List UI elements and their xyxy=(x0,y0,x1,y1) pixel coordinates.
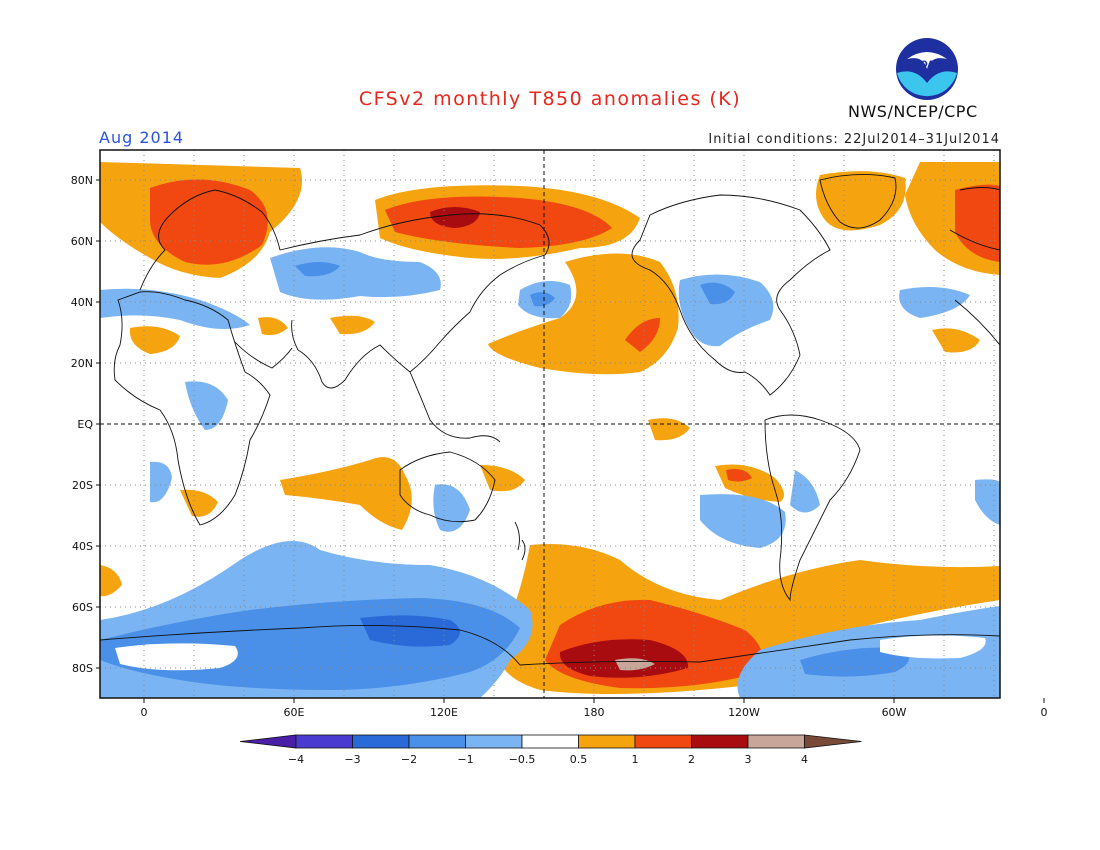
latitude-labels: 80N 60N 40N 20N EQ 20S 40S 60S 80S xyxy=(71,174,100,675)
warm-region-arabia xyxy=(258,317,288,336)
lat-label: 40S xyxy=(72,540,93,553)
cold-region-central-asia-core xyxy=(295,262,340,277)
warm-region-southern-africa xyxy=(180,489,218,517)
colorbar-bin xyxy=(295,734,353,749)
longitude-labels: 0 60E 120E 180 120W 60W 0 xyxy=(141,698,1048,719)
lon-label: 0 xyxy=(141,706,148,719)
warm-region-north-africa xyxy=(129,326,180,354)
lat-label: 60S xyxy=(72,601,93,614)
colorbar-label: −3 xyxy=(344,753,360,766)
warm-region-south-america-core xyxy=(726,469,752,482)
lon-label: 120E xyxy=(430,706,458,719)
lat-label: 20N xyxy=(71,357,93,370)
cold-region-southern-ocean-small xyxy=(115,643,238,671)
warm-region-europe-core xyxy=(150,179,268,265)
colorbar-label: 0.5 xyxy=(570,753,588,766)
colorbar-bin xyxy=(239,734,297,749)
warm-region-siberia-max xyxy=(430,207,480,228)
colorbar-bin xyxy=(747,734,805,749)
cold-region-central-asia xyxy=(270,247,441,300)
colorbar-label: −4 xyxy=(288,753,304,766)
colorbar-label: −1 xyxy=(457,753,473,766)
colorbar-bin xyxy=(521,734,579,749)
lon-label: 180 xyxy=(584,706,605,719)
map-gridlines xyxy=(100,150,1000,698)
lat-label: EQ xyxy=(77,418,93,431)
lat-label: 40N xyxy=(71,296,93,309)
noaa-logo: NOAA xyxy=(896,38,958,100)
colorbar-label: 3 xyxy=(745,753,752,766)
cold-region-southern-ocean-strong xyxy=(360,615,460,647)
cold-region-south-america-west xyxy=(700,494,786,548)
chart-title: CFSv2 monthly T850 anomalies (K) xyxy=(358,88,742,110)
lat-label: 20S xyxy=(72,479,93,492)
cold-region-north-america xyxy=(678,274,774,347)
lat-label: 80N xyxy=(71,174,93,187)
cold-region-africa xyxy=(185,381,228,430)
colorbar-bin xyxy=(465,734,523,749)
colorbar-bin xyxy=(352,734,410,749)
colorbar-label: 2 xyxy=(688,753,695,766)
warm-region-west-atlantic xyxy=(100,565,122,597)
cold-region-mongolia xyxy=(335,254,380,269)
warm-region-southern-pacific-strong xyxy=(559,639,689,678)
colorbar-label: 1 xyxy=(632,753,639,766)
noaa-logo-text: NOAA xyxy=(913,60,942,70)
coastlines xyxy=(100,173,1000,666)
cold-region-north-atlantic xyxy=(899,286,970,318)
lon-label: 60W xyxy=(882,706,907,719)
forecast-month: Aug 2014 xyxy=(99,128,185,147)
colorbar-bin xyxy=(578,734,636,749)
colorbar-label: −0.5 xyxy=(509,753,536,766)
initial-conditions: Initial conditions: 22Jul2014–31Jul2014 xyxy=(708,132,1000,147)
cold-region-west-antarctic-small xyxy=(880,635,986,659)
lon-label: 120W xyxy=(728,706,760,719)
colorbar-bin xyxy=(804,734,862,749)
cold-region-north-pacific-core xyxy=(530,292,555,307)
colorbar-label: 4 xyxy=(801,753,808,766)
cold-region-south-indian xyxy=(150,461,172,503)
cold-region-south-atlantic xyxy=(975,479,1000,525)
colorbar-labels: −4 −3 −2 −1 −0.5 0.5 1 2 3 4 xyxy=(288,753,808,766)
cold-region-south-atlantic-ocean-core xyxy=(800,647,909,677)
lat-label: 60N xyxy=(71,235,93,248)
warm-region-india xyxy=(330,315,375,335)
cold-region-australia-south xyxy=(433,484,470,532)
agency-label: NWS/NCEP/CPC xyxy=(848,102,978,121)
warm-region-north-pacific xyxy=(488,253,679,375)
warm-region-indian-ocean xyxy=(280,457,412,530)
cold-region-south-america-east xyxy=(790,470,820,513)
cold-region-north-america-core xyxy=(700,282,735,305)
lon-label: 0 xyxy=(1041,706,1048,719)
warm-region-europe-east-core xyxy=(955,184,1000,262)
lon-label: 60E xyxy=(284,706,305,719)
anomaly-field xyxy=(100,162,1000,698)
warm-region-greenland xyxy=(816,171,906,231)
colorbar xyxy=(239,734,862,749)
warm-region-south-pacific xyxy=(480,465,525,492)
cold-region-europe-south xyxy=(100,288,250,329)
colorbar-bin xyxy=(408,734,466,749)
lat-label: 80S xyxy=(72,662,93,675)
colorbar-bin xyxy=(634,734,692,749)
colorbar-bin xyxy=(691,734,749,749)
colorbar-label: −2 xyxy=(401,753,417,766)
warm-region-atlantic xyxy=(932,328,980,353)
warm-region-eq-pacific xyxy=(648,418,690,441)
warm-region-north-pacific-core xyxy=(625,318,660,352)
